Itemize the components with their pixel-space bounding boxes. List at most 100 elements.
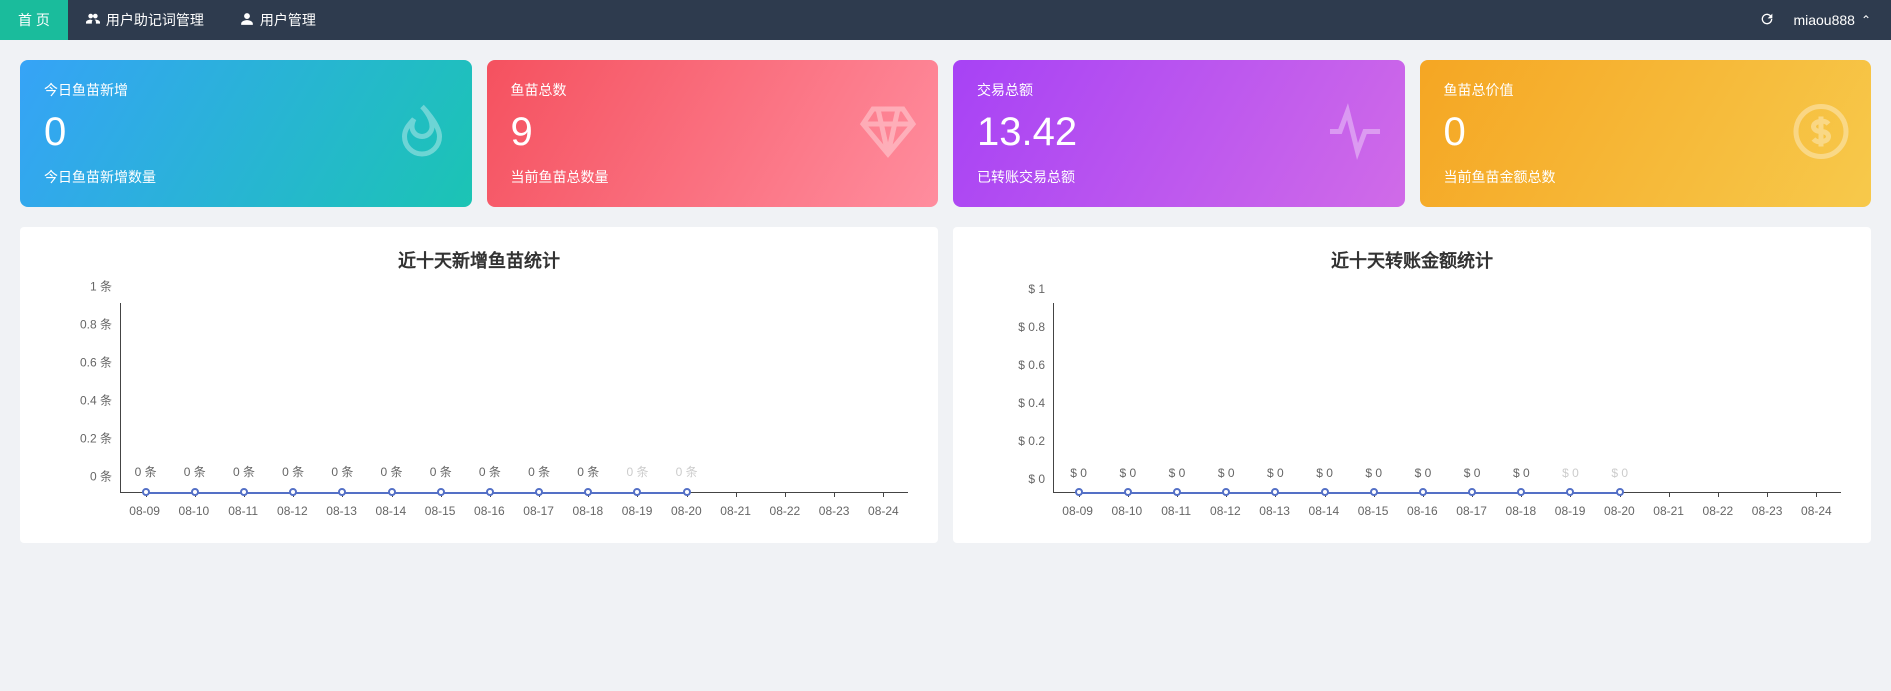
x-tick-mark [736, 492, 737, 497]
card-subtitle: 已转账交易总额 [977, 167, 1381, 187]
chart-point [1566, 488, 1574, 496]
point-label: $ 0 [1562, 466, 1579, 480]
chart-point [1370, 488, 1378, 496]
chart-point [633, 488, 641, 496]
x-tick: 08-09 [1053, 504, 1102, 518]
point-label: $ 0 [1415, 466, 1432, 480]
card-title: 鱼苗总价值 [1444, 80, 1848, 100]
point-label: 0 条 [626, 463, 648, 480]
x-tick: 08-17 [1447, 504, 1496, 518]
card-title: 交易总额 [977, 80, 1381, 100]
chart-line [1325, 492, 1374, 494]
x-tick-mark [1718, 492, 1719, 497]
x-tick: 08-21 [711, 504, 760, 518]
x-tick: 08-15 [416, 504, 465, 518]
x-tick: 08-09 [120, 504, 169, 518]
point-label: $ 0 [1070, 466, 1087, 480]
x-tick: 08-10 [169, 504, 218, 518]
x-tick-mark [1669, 492, 1670, 497]
chart-line [1570, 492, 1619, 494]
card-value: 9 [511, 110, 915, 155]
x-tick: 08-12 [1201, 504, 1250, 518]
x-tick: 08-18 [563, 504, 612, 518]
chart-point [388, 488, 396, 496]
chart-plot: 0 条0 条0 条0 条0 条0 条0 条0 条0 条0 条0 条0 条 [120, 303, 908, 493]
x-tick-mark [834, 492, 835, 497]
point-label: $ 0 [1464, 466, 1481, 480]
y-tick: 0 条 [90, 468, 112, 485]
x-tick: 08-18 [1496, 504, 1545, 518]
nav-label: 首 页 [18, 10, 50, 30]
x-tick: 08-23 [1743, 504, 1792, 518]
x-tick: 08-20 [662, 504, 711, 518]
chart-point [1222, 488, 1230, 496]
nav-label: 用户管理 [260, 10, 316, 30]
point-label: $ 0 [1169, 466, 1186, 480]
chart-line [392, 492, 441, 494]
card-subtitle: 今日鱼苗新增数量 [44, 167, 448, 187]
pulse-icon [1325, 101, 1385, 166]
x-tick: 08-23 [810, 504, 859, 518]
chart-area: 0 条0.2 条0.4 条0.6 条0.8 条1 条0 条0 条0 条0 条0 … [40, 303, 918, 523]
chart-point [1419, 488, 1427, 496]
charts-row: 近十天新增鱼苗统计0 条0.2 条0.4 条0.6 条0.8 条1 条0 条0 … [20, 227, 1871, 543]
refresh-icon[interactable] [1759, 11, 1775, 30]
chart-point [535, 488, 543, 496]
y-tick: $ 0.4 [1018, 396, 1045, 410]
x-tick: 08-13 [317, 504, 366, 518]
chart-title: 近十天转账金额统计 [973, 247, 1851, 273]
chart-point [1517, 488, 1525, 496]
chart-line [146, 492, 195, 494]
stat-card-0: 今日鱼苗新增0今日鱼苗新增数量 [20, 60, 472, 207]
chart-point [486, 488, 494, 496]
chart-point [240, 488, 248, 496]
chart-point [338, 488, 346, 496]
card-subtitle: 当前鱼苗金额总数 [1444, 167, 1848, 187]
y-tick: $ 0 [1028, 472, 1045, 486]
nav-item-0[interactable]: 首 页 [0, 0, 68, 40]
top-navbar: 首 页用户助记词管理 用户管理 miaou888 ⌃ [0, 0, 1891, 40]
point-label: 0 条 [331, 463, 353, 480]
chart-line [195, 492, 244, 494]
point-label: 0 条 [381, 463, 403, 480]
nav-icon [240, 12, 254, 29]
point-label: 0 条 [184, 463, 206, 480]
chart-panel-1: 近十天转账金额统计$ 0$ 0.2$ 0.4$ 0.6$ 0.8$ 1$ 0$ … [953, 227, 1871, 543]
topbar-right: miaou888 ⌃ [1759, 11, 1891, 30]
y-axis: $ 0$ 0.2$ 0.4$ 0.6$ 0.8$ 1 [973, 303, 1053, 493]
dashboard-content: 今日鱼苗新增0今日鱼苗新增数量鱼苗总数9当前鱼苗总数量交易总额13.42已转账交… [0, 40, 1891, 563]
x-tick: 08-21 [1644, 504, 1693, 518]
point-label: $ 0 [1365, 466, 1382, 480]
chart-line [1423, 492, 1472, 494]
x-tick: 08-22 [1693, 504, 1742, 518]
x-tick: 08-11 [1152, 504, 1201, 518]
stat-card-2: 交易总额 13.42 已转账交易总额 [953, 60, 1405, 207]
y-tick: 0.6 条 [80, 354, 112, 371]
chart-line [1521, 492, 1570, 494]
x-tick: 08-20 [1595, 504, 1644, 518]
y-tick: $ 0.6 [1018, 358, 1045, 372]
user-menu[interactable]: miaou888 ⌃ [1793, 12, 1871, 28]
point-label: 0 条 [282, 463, 304, 480]
point-label: $ 0 [1611, 466, 1628, 480]
point-label: 0 条 [479, 463, 501, 480]
x-tick: 08-16 [465, 504, 514, 518]
chart-title: 近十天新增鱼苗统计 [40, 247, 918, 273]
x-tick: 08-17 [514, 504, 563, 518]
x-tick: 08-14 [366, 504, 415, 518]
nav-item-2[interactable]: 用户管理 [222, 0, 334, 40]
card-value: 13.42 [977, 110, 1381, 155]
chart-line [244, 492, 293, 494]
chart-line [1374, 492, 1423, 494]
chart-line [588, 492, 637, 494]
x-tick-mark [1816, 492, 1817, 497]
nav-icon [86, 12, 100, 29]
chart-point [1173, 488, 1181, 496]
nav-item-1[interactable]: 用户助记词管理 [68, 0, 222, 40]
x-tick: 08-22 [760, 504, 809, 518]
y-tick: 1 条 [90, 278, 112, 295]
point-label: $ 0 [1316, 466, 1333, 480]
chart-point [584, 488, 592, 496]
chart-point [1075, 488, 1083, 496]
stat-cards-row: 今日鱼苗新增0今日鱼苗新增数量鱼苗总数9当前鱼苗总数量交易总额13.42已转账交… [20, 60, 1871, 207]
